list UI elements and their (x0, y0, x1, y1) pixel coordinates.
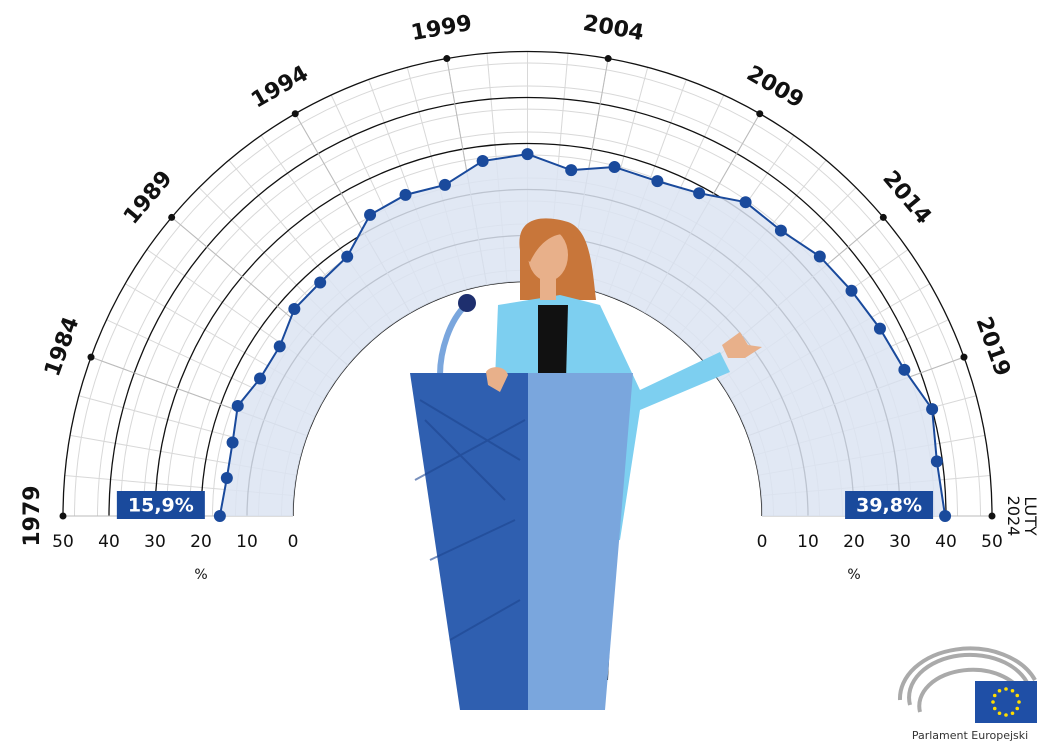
data-point (521, 148, 534, 161)
data-point (608, 161, 621, 174)
data-point (476, 155, 489, 168)
speaker-illustration (410, 218, 762, 710)
y-tick-label: 50 (981, 532, 1003, 552)
data-point (288, 303, 301, 316)
y-tick-label: 20 (843, 532, 865, 552)
data-point (438, 178, 451, 191)
x-tick-mark (604, 55, 612, 63)
y-tick-label: 10 (797, 532, 819, 552)
x-tick-mark (59, 512, 67, 520)
flag-star (992, 706, 997, 711)
value-label: 15,9% (128, 495, 194, 517)
y-axis-label: % (194, 567, 207, 583)
y-axis-label: % (847, 567, 860, 583)
value-label-box (116, 491, 205, 519)
x-tick-mark (879, 213, 887, 221)
data-point (926, 403, 939, 416)
x-tick-mark (291, 110, 299, 118)
data-point (813, 250, 826, 263)
data-point (930, 455, 943, 468)
data-point (739, 196, 752, 209)
data-point (273, 340, 286, 353)
x-tick-label: 2004 (581, 11, 646, 46)
flag-star (1004, 687, 1008, 691)
data-point (774, 224, 787, 237)
data-point (939, 510, 952, 522)
x-tick-label: 2019 (970, 314, 1014, 380)
data-point (220, 472, 233, 485)
y-tick-label: 0 (288, 532, 299, 552)
x-tick-mark (443, 55, 451, 63)
logo-text: Parlament Europejski (912, 729, 1028, 742)
data-point (254, 372, 267, 385)
grid-ring (62, 50, 993, 517)
y-tick-label: 20 (190, 532, 212, 552)
x-tick-label: 1999 (409, 11, 474, 46)
data-point (231, 399, 244, 412)
value-label-box (845, 491, 934, 519)
value-label: 39,8% (856, 495, 922, 517)
data-point (213, 510, 226, 522)
area-fill (219, 154, 946, 516)
x-tick-mark (756, 110, 764, 118)
flag-star (1004, 713, 1008, 717)
x-tick-label: LUTY2024 (1005, 496, 1041, 537)
flag-star (991, 700, 995, 704)
x-tick-label-line: 2024 (1005, 496, 1024, 537)
x-tick-mark (87, 353, 95, 361)
x-tick-mark (988, 512, 996, 520)
grid-ring (108, 96, 947, 517)
data-point (314, 276, 327, 289)
x-tick-mark (168, 213, 176, 221)
x-tick-label-line: LUTY (1022, 496, 1041, 536)
data-point (693, 187, 706, 200)
y-tick-label: 30 (144, 532, 166, 552)
flag-star (1010, 688, 1015, 693)
flag-star (997, 711, 1002, 716)
data-point (341, 250, 354, 263)
data-point (845, 284, 858, 297)
data-point (226, 436, 239, 449)
x-tick-mark (960, 353, 968, 361)
flag-star (1010, 711, 1015, 716)
logo: Parlament Europejski (897, 646, 1037, 742)
data-point (651, 175, 664, 188)
data-point (399, 188, 412, 201)
y-tick-label: 10 (236, 532, 258, 552)
data-point (898, 363, 911, 376)
y-tick-label: 50 (52, 532, 74, 552)
x-tick-label: 1979 (20, 485, 45, 546)
data-point (565, 164, 578, 177)
y-tick-label: 30 (889, 532, 911, 552)
data-point (364, 208, 377, 221)
y-tick-label: 40 (98, 532, 120, 552)
x-tick-label: 1994 (247, 61, 313, 113)
data-point (873, 322, 886, 335)
flag-star (1017, 700, 1021, 704)
y-tick-label: 40 (935, 532, 957, 552)
y-tick-label: 0 (757, 532, 768, 552)
flag-star (992, 693, 997, 698)
flag-star (1015, 693, 1020, 698)
flag-star (1015, 706, 1020, 711)
flag-star (997, 688, 1002, 693)
x-tick-label: 2009 (742, 61, 808, 113)
x-tick-label: 1984 (40, 314, 84, 380)
